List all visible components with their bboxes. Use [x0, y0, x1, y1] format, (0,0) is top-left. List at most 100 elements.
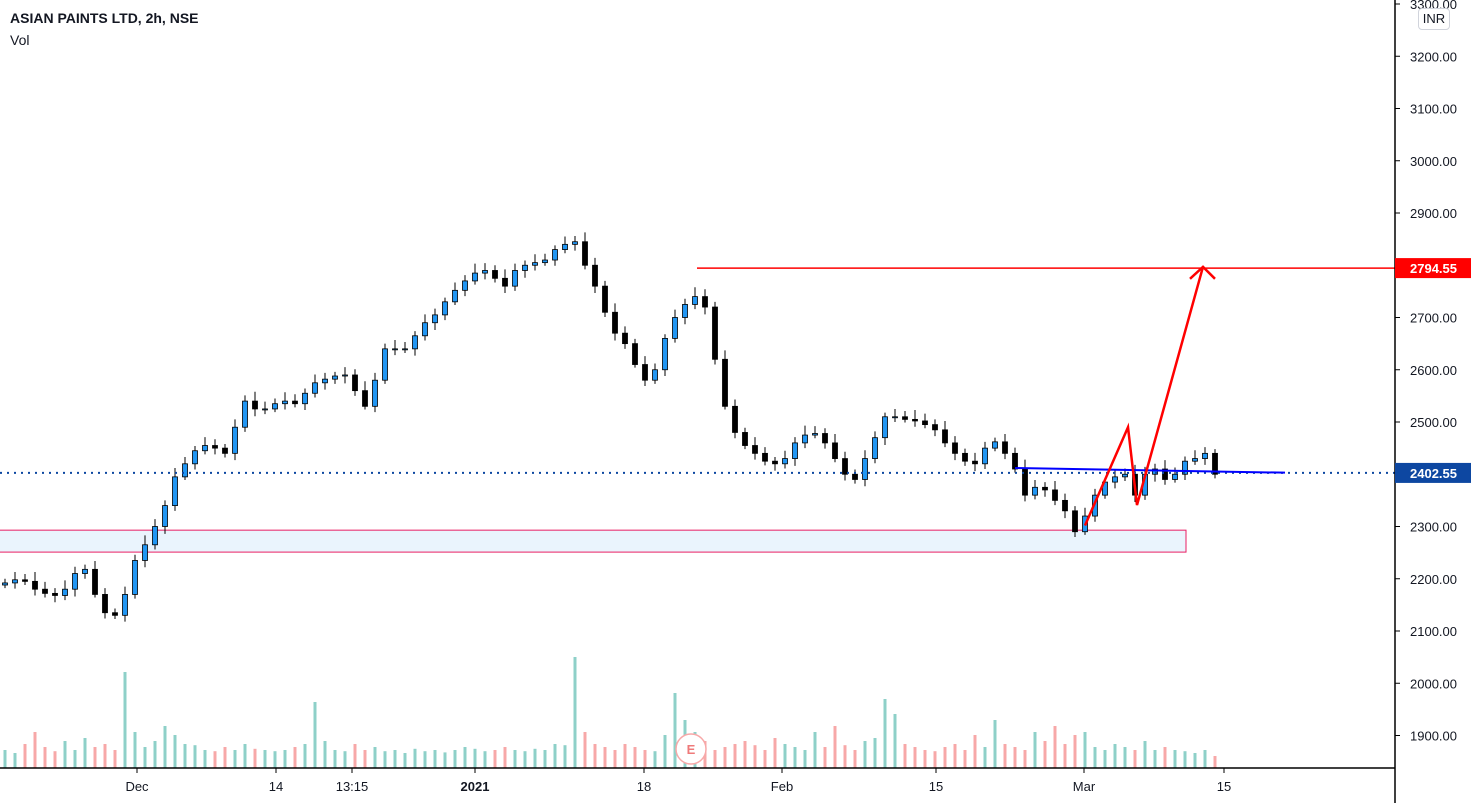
last-price-label-bg [1395, 462, 1471, 483]
candle-body [722, 358, 728, 407]
volume-bar [753, 745, 757, 768]
volume-bar [673, 693, 677, 768]
volume-bar [43, 747, 47, 768]
candle-body [472, 272, 478, 282]
volume-bar [403, 753, 407, 768]
candle-body [852, 473, 858, 480]
candle-body [932, 424, 938, 431]
candle-body [1062, 499, 1068, 512]
volume-bar [763, 750, 767, 768]
volume-bar [893, 714, 897, 768]
volume-bar [1093, 747, 1097, 768]
volume-bar [773, 738, 777, 768]
volume-bar [563, 745, 567, 768]
volume-bar [453, 750, 457, 768]
x-tick-label: 18 [637, 779, 651, 794]
volume-bar [443, 752, 447, 768]
y-tick-label: 3200.00 [1410, 49, 1457, 64]
candle-body [1182, 460, 1188, 475]
volume-bar [603, 747, 607, 768]
candle-body [302, 392, 308, 405]
candle-body [492, 270, 498, 279]
y-tick-label: 2100.00 [1410, 624, 1457, 639]
volume-bar [523, 751, 527, 768]
volume-bar [53, 751, 57, 768]
y-tick-label: 2000.00 [1410, 676, 1457, 691]
volume-bar [3, 750, 7, 768]
volume-bar [803, 750, 807, 768]
volume-bar [293, 747, 297, 768]
candle-body [682, 304, 688, 318]
last-price-label: 2402.55 [1410, 466, 1457, 481]
candle-body [512, 270, 518, 287]
volume-bar [623, 744, 627, 768]
volume-bar [23, 744, 27, 768]
volume-bar [813, 732, 817, 768]
candle-body [1042, 486, 1048, 491]
x-tick-label: Feb [771, 779, 793, 794]
y-tick-label: 1900.00 [1410, 729, 1457, 744]
volume-bar [643, 750, 647, 768]
candle-body [592, 264, 598, 287]
candle-body [622, 332, 628, 345]
candle-body [1012, 452, 1018, 470]
volume-bar [593, 744, 597, 768]
candle-body [582, 241, 588, 266]
volume-bar [153, 741, 157, 768]
candle-body [1192, 458, 1198, 462]
candle-body [192, 450, 198, 465]
volume-bar [1183, 751, 1187, 768]
candle-body [52, 592, 58, 596]
candle-body [522, 264, 528, 271]
volume-bar [633, 747, 637, 768]
candle-body [252, 400, 258, 410]
candle-body [752, 445, 758, 454]
volume-bar [1113, 744, 1117, 768]
volume-bar [313, 702, 317, 768]
candle-body [202, 445, 208, 452]
volume-bar [1063, 744, 1067, 768]
candle-body [42, 588, 48, 594]
candle-body [82, 568, 88, 574]
y-tick-label: 3000.00 [1410, 154, 1457, 169]
candle-body [242, 400, 248, 428]
candle-body [802, 434, 808, 444]
volume-bar [543, 750, 547, 768]
volume-bar [173, 735, 177, 768]
volume-bar [283, 750, 287, 768]
candle-body [1122, 473, 1128, 478]
volume-bar [183, 744, 187, 768]
candle-body [232, 426, 238, 454]
earnings-label: E [687, 742, 696, 757]
x-tick-label: Dec [125, 779, 149, 794]
volume-bar [613, 750, 617, 768]
candle-body [972, 460, 978, 465]
volume-bar [1173, 750, 1177, 768]
volume-bar [963, 750, 967, 768]
candle-body [172, 476, 178, 506]
volume-bar [123, 672, 127, 768]
volume-bar [113, 750, 117, 768]
volume-bar [883, 699, 887, 768]
y-tick-label: 2600.00 [1410, 363, 1457, 378]
volume-bar [663, 735, 667, 768]
volume-bar [13, 753, 17, 768]
candle-body [222, 447, 228, 454]
volume-bar [433, 750, 437, 768]
candle-body [102, 594, 108, 614]
candle-body [742, 432, 748, 446]
candle-body [1072, 510, 1078, 533]
candle-body [772, 460, 778, 465]
earnings-event-marker[interactable]: E [675, 733, 707, 765]
currency-button[interactable]: INR [1418, 8, 1450, 30]
volume-indicator-label[interactable]: Vol [10, 32, 30, 48]
candle-body [572, 241, 578, 245]
volume-bar [1203, 750, 1207, 768]
candle-body [272, 403, 278, 410]
volume-bar [873, 738, 877, 768]
candle-body [482, 270, 488, 274]
volume-bar [353, 744, 357, 768]
volume-bar [783, 744, 787, 768]
volume-bar [513, 750, 517, 768]
